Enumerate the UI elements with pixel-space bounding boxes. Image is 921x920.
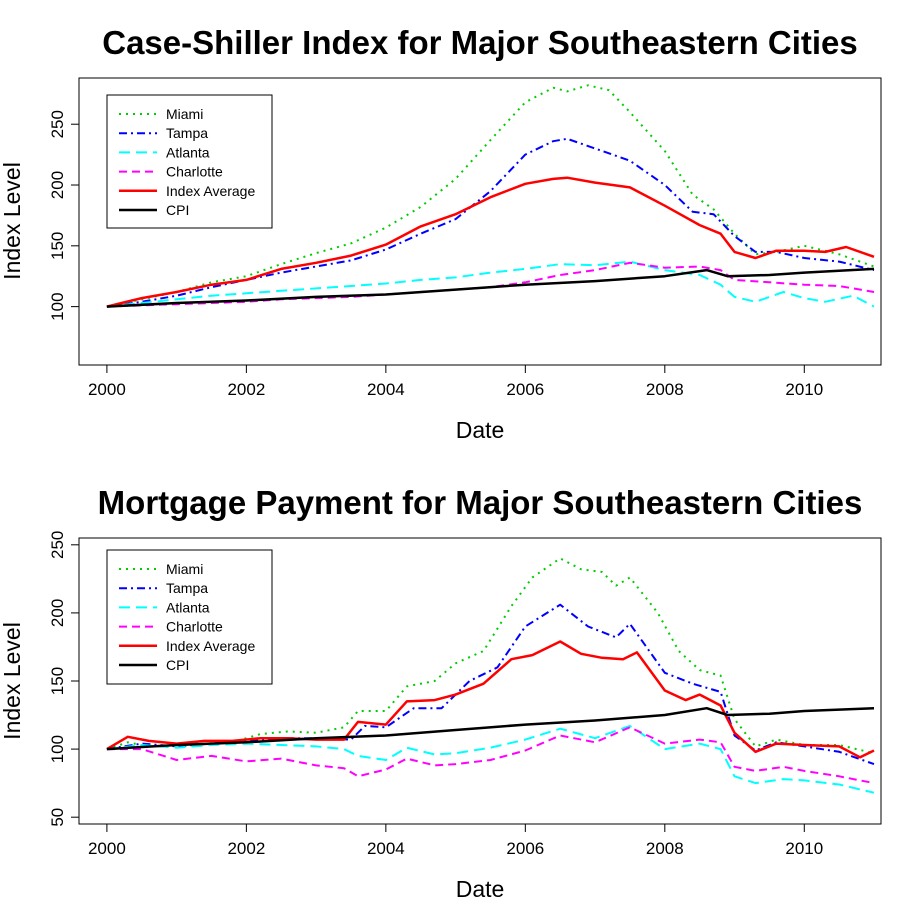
y-tick-label: 250 [48, 110, 67, 138]
legend-box [106, 94, 273, 229]
legend-label-charlotte: Charlotte [166, 619, 223, 635]
legend-label-cpi: CPI [166, 657, 189, 673]
y-tick-label: 250 [48, 531, 67, 559]
chart-title: Mortgage Payment for Major Southeastern … [98, 484, 863, 521]
series-line-tampa [106, 603, 875, 766]
legend-label-tampa: Tampa [166, 580, 208, 596]
axis-ticks: 2000 2002 2004 2006 2008 2010 100 150 200 250 [48, 110, 823, 399]
legend: Miami Tampa Atlanta Charlotte Index Average C… [106, 94, 273, 229]
series-line-charlotte [106, 261, 875, 308]
series-line-index-average [106, 176, 875, 308]
y-axis-label: Index Level [0, 162, 25, 280]
series-line-charlotte [106, 726, 875, 785]
x-tick-label: 2002 [227, 380, 265, 399]
x-axis-label: Date [456, 876, 505, 902]
x-tick-label: 2008 [646, 380, 684, 399]
axis-ticks: 2000 2002 2004 2006 2008 2010 50 100 150 200 250 [48, 531, 823, 858]
series-line-miami [106, 84, 875, 308]
x-tick-label: 2004 [367, 839, 405, 858]
plot-frame [78, 77, 882, 366]
series-line-cpi [106, 267, 875, 308]
series-line-atlanta [106, 260, 875, 308]
legend: Miami Tampa Atlanta Charlotte Index Average C… [106, 549, 273, 685]
legend-label-charlotte: Charlotte [166, 164, 223, 180]
x-tick-label: 2010 [785, 839, 823, 858]
y-tick-label: 100 [48, 735, 67, 763]
series-line-atlanta [106, 724, 875, 794]
legend-label-atlanta: Atlanta [166, 599, 210, 615]
legend-label-index-average: Index Average [166, 638, 255, 654]
y-tick-label: 100 [48, 292, 67, 320]
series-lines [106, 84, 875, 308]
x-tick-label: 2010 [785, 380, 823, 399]
x-tick-label: 2006 [506, 380, 544, 399]
y-axis-label: Index Level [0, 622, 25, 740]
series-line-cpi [106, 706, 875, 751]
chart-title: Case-Shiller Index for Major Southeaster… [102, 24, 858, 61]
y-tick-label: 50 [48, 808, 67, 827]
x-tick-label: 2008 [646, 839, 684, 858]
legend-label-miami: Miami [166, 561, 203, 577]
legend-label-tampa: Tampa [166, 125, 208, 141]
series-line-index-average [106, 640, 875, 759]
legend-box [106, 549, 273, 685]
x-tick-label: 2006 [506, 839, 544, 858]
mortgage-payment-panel: Mortgage Payment for Major Southeastern … [0, 484, 882, 902]
case-shiller-panel: Case-Shiller Index for Major Southeaster… [0, 24, 882, 443]
x-axis-label: Date [456, 417, 505, 443]
y-tick-label: 200 [48, 599, 67, 627]
x-tick-label: 2000 [88, 839, 126, 858]
x-tick-label: 2004 [367, 380, 405, 399]
legend-label-miami: Miami [166, 106, 203, 122]
y-tick-label: 200 [48, 171, 67, 199]
y-tick-label: 150 [48, 232, 67, 260]
x-tick-label: 2002 [227, 839, 265, 858]
legend-label-atlanta: Atlanta [166, 144, 210, 160]
legend-label-index-average: Index Average [166, 183, 255, 199]
series-lines [106, 557, 875, 794]
y-tick-label: 150 [48, 667, 67, 695]
legend-label-cpi: CPI [166, 202, 189, 218]
x-tick-label: 2000 [88, 380, 126, 399]
